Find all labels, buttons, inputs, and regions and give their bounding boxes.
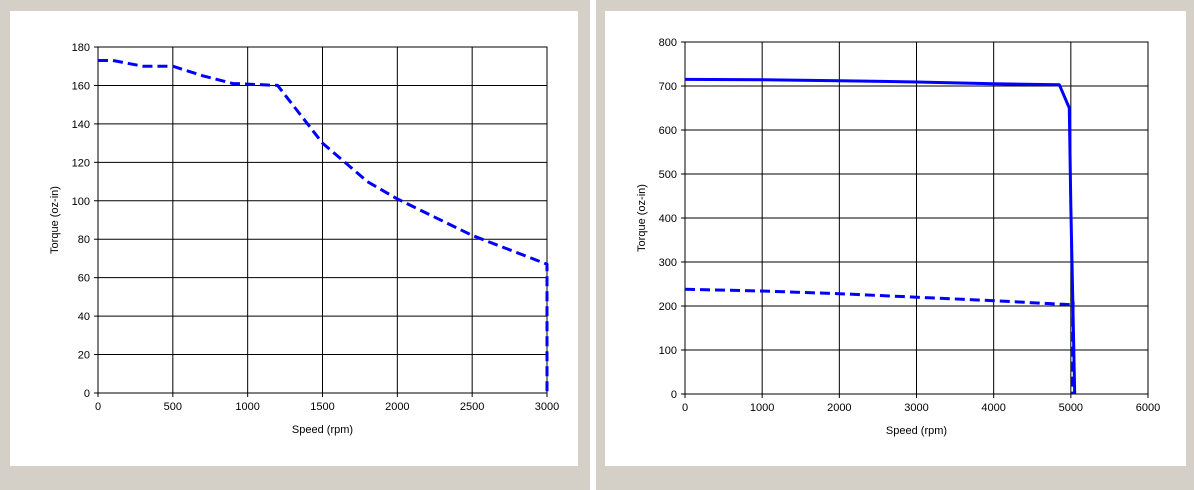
y-tick-label: 600	[659, 125, 677, 137]
chart-panel-right: 0 1000 2000 3000 4000 5000 6000 0 100 200 300 400 50…	[596, 0, 1194, 490]
y-tick-label: 200	[659, 301, 677, 313]
y-tick-label: 0	[84, 388, 90, 400]
series-line-2	[684, 287, 1075, 395]
x-tick-label: 1500	[310, 401, 334, 413]
chart-panel-left: 0 500 1000 1500 2000 2500 3000 0 20 40 60 80 100 120 1…	[0, 0, 590, 490]
y-tick-label: 20	[78, 350, 90, 362]
y-tick-label: 160	[72, 80, 90, 92]
x-tick-label: 2000	[385, 401, 409, 413]
x-tick-label: 1000	[750, 402, 774, 414]
y-tick-label: 80	[78, 234, 90, 246]
torque-speed-chart-left: 0 500 1000 1500 2000 2500 3000 0 20 40 60 80 100 120 1…	[49, 42, 559, 436]
x-tick-label: 2500	[460, 401, 484, 413]
torque-speed-chart-right: 0 1000 2000 3000 4000 5000 6000 0 100 200 300 400 50…	[636, 37, 1160, 437]
chart-area-right: 0 1000 2000 3000 4000 5000 6000 0 100 200 300 400 50…	[605, 11, 1186, 466]
y-tick-label: 180	[72, 42, 90, 54]
y-tick-label: 400	[659, 213, 677, 225]
series-line-1	[684, 77, 1077, 395]
x-tick-label: 500	[164, 401, 182, 413]
x-tick-label: 6000	[1136, 402, 1160, 414]
y-axis-label: Torque (oz-in)	[636, 184, 648, 252]
series-line-1	[98, 59, 549, 393]
x-tick-label: 4000	[981, 402, 1005, 414]
x-tick-label: 3000	[904, 402, 928, 414]
x-tick-label: 0	[682, 402, 688, 414]
y-axis-label: Torque (oz-in)	[49, 186, 61, 254]
y-tick-label: 140	[72, 119, 90, 131]
y-tick-label: 100	[659, 345, 677, 357]
x-tick-label: 3000	[535, 401, 559, 413]
y-tick-label: 500	[659, 169, 677, 181]
y-tick-label: 700	[659, 81, 677, 93]
y-tick-label: 120	[72, 157, 90, 169]
x-axis-label: Speed (rpm)	[292, 424, 353, 436]
y-tick-label: 40	[78, 311, 90, 323]
x-tick-label: 5000	[1059, 402, 1083, 414]
x-tick-label: 0	[95, 401, 101, 413]
y-tick-label: 60	[78, 273, 90, 285]
y-tick-label: 0	[671, 389, 677, 401]
chart-area-left: 0 500 1000 1500 2000 2500 3000 0 20 40 60 80 100 120 1…	[10, 11, 578, 466]
y-tick-label: 800	[659, 37, 677, 49]
y-tick-label: 100	[72, 196, 90, 208]
x-tick-label: 2000	[827, 402, 851, 414]
y-tick-label: 300	[659, 257, 677, 269]
x-axis-label: Speed (rpm)	[886, 425, 947, 437]
x-tick-label: 1000	[235, 401, 259, 413]
